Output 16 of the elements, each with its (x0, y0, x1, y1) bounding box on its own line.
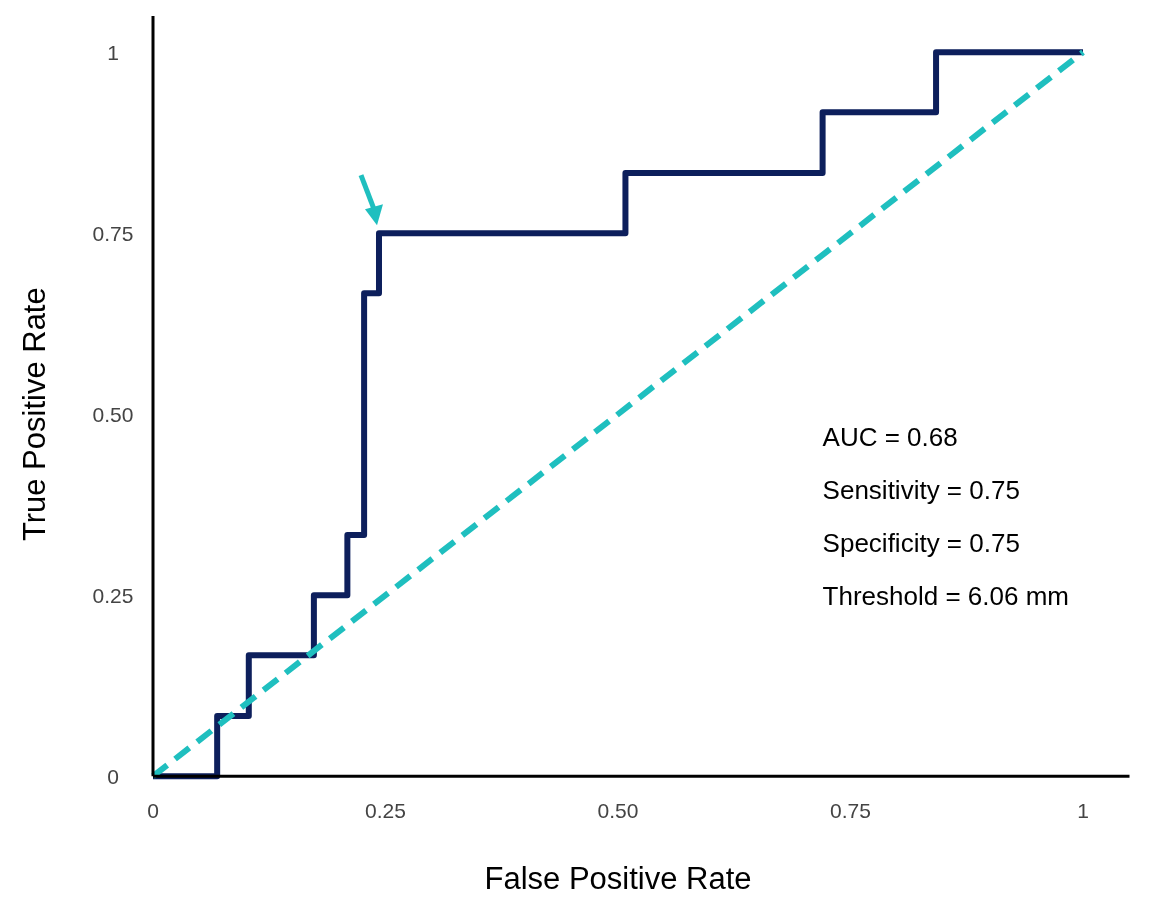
y-tick-label: 0.25 (92, 583, 134, 607)
x-tick-label: 0.75 (830, 799, 871, 823)
annotation: AUC = 0.68 (822, 422, 958, 453)
x-tick-label: 0.50 (597, 799, 639, 823)
x-tick-label: 0.25 (365, 799, 406, 823)
x-tick-label: 1 (1077, 799, 1089, 823)
annotation: Sensitivity = 0.75 (822, 475, 1020, 506)
y-axis-title: True Positive Rate (17, 287, 52, 542)
annotation: Threshold = 6.06 mm (822, 581, 1069, 612)
annotation: Specificity = 0.75 (822, 528, 1020, 559)
y-tick-label: 0.75 (92, 221, 134, 245)
x-tick-label: 0 (147, 799, 159, 823)
x-axis-title: False Positive Rate (484, 861, 752, 897)
y-tick-label: 0 (107, 764, 119, 788)
y-tick-label: 0.50 (92, 402, 134, 426)
y-tick-label: 1 (107, 40, 119, 64)
